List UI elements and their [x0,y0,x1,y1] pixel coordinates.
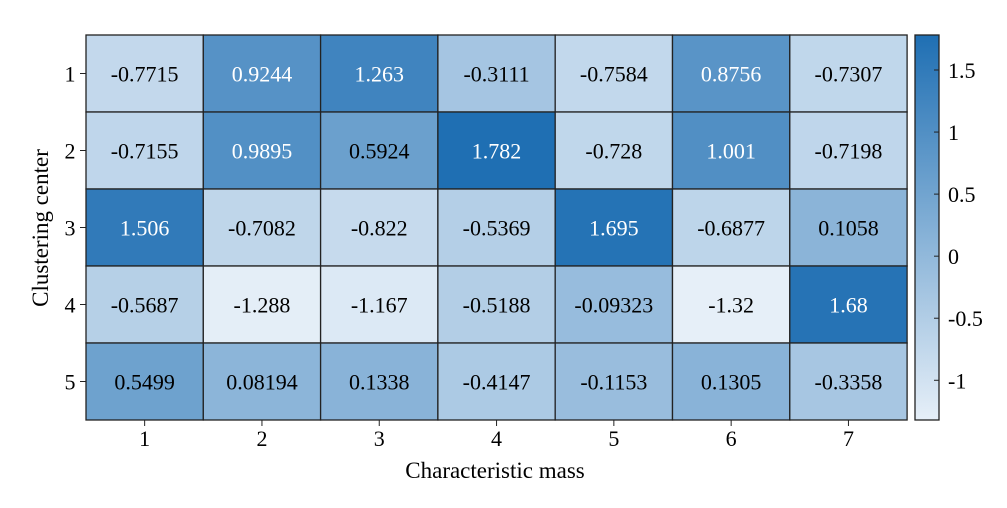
x-tick-label: 7 [843,426,854,451]
cell-value-label: -0.5188 [463,293,531,318]
x-axis-ticks: 1 2 3 4 5 6 7 [139,420,854,451]
heatmap-cell [202,188,322,267]
heatmap-cell-labels: -0.7715 0.9244 1.263 -0.3111 -0.7584 0.8756 -0… [111,62,883,395]
heatmap-cell [789,111,908,190]
cell-value-label: 0.9895 [232,139,293,164]
cell-value-label: 1.001 [706,139,756,164]
cell-value-label: -0.4147 [463,370,531,395]
cell-value-label: 0.5924 [349,139,410,164]
cell-value-label: 0.9244 [232,62,293,87]
heatmap-cell [671,34,791,113]
heatmap-cells [85,34,908,421]
y-tick-label: 1 [65,62,76,87]
x-tick-label: 5 [608,426,619,451]
y-axis-label: Clustering center [28,149,53,307]
x-tick-label: 2 [256,426,267,451]
y-tick-label: 3 [65,216,76,241]
colorbar-tick-label: -0.5 [948,306,983,331]
heatmap-cell [671,188,791,267]
cell-value-label: -1.167 [351,293,408,318]
colorbar-tick-label: 0.5 [948,182,976,207]
cell-value-label: -0.3111 [463,62,529,87]
cell-value-label: 0.1338 [349,370,410,395]
cell-value-label: -0.728 [585,139,642,164]
cell-value-label: -0.3358 [815,370,883,395]
heatmap-cell [437,265,556,344]
colorbar-tick-label: 0 [948,244,959,269]
cell-value-label: 1.695 [589,216,639,241]
cell-value-label: 1.782 [472,139,522,164]
cell-value-label: -0.822 [351,216,408,241]
x-tick-label: 6 [726,426,737,451]
cell-value-label: -0.7584 [580,62,648,87]
heatmap-cell [319,342,439,421]
cell-value-label: 1.68 [829,293,868,318]
cell-value-label: 0.1058 [818,216,879,241]
heatmap-cell [789,188,908,267]
colorbar-gradient [914,34,940,421]
y-tick-label: 2 [65,139,76,164]
cell-value-label: -1.32 [708,293,754,318]
cell-value-label: 0.5499 [114,370,175,395]
heatmap-cell [319,111,439,190]
cell-value-label: -0.7307 [815,62,883,87]
colorbar-tick-label: 1 [948,120,959,145]
cell-value-label: -0.1153 [580,370,647,395]
colorbar-tick-label: 1.5 [948,58,976,83]
heatmap-cell [85,342,204,421]
cell-value-label: -0.7715 [111,62,179,87]
cell-value-label: -0.7198 [815,139,883,164]
cell-value-label: 1.506 [120,216,170,241]
heatmap-cell [319,34,439,113]
heatmap-cell [85,34,204,113]
cell-value-label: -1.288 [234,293,291,318]
cell-value-label: -0.7082 [228,216,296,241]
x-tick-label: 4 [491,426,502,451]
heatmap-cell [437,188,556,267]
y-axis-ticks: 1 2 3 4 5 [65,62,86,395]
x-tick-label: 1 [139,426,150,451]
heatmap-cell [319,188,439,267]
colorbar-tick-label: -1 [948,368,966,393]
heatmap-cell [789,342,908,421]
cell-value-label: 0.8756 [701,62,762,87]
cell-value-label: -0.09323 [574,293,653,318]
heatmap-cell [202,34,322,113]
cell-value-label: -0.6877 [697,216,765,241]
heatmap-cell [789,265,908,344]
y-tick-label: 4 [65,293,76,318]
x-tick-label: 3 [374,426,385,451]
colorbar: -1 -0.5 0 0.5 1 1.5 [914,34,983,421]
heatmap-cell [85,265,204,344]
heatmap-cell [554,111,674,190]
heatmap-cell [202,265,322,344]
cell-value-label: -0.5687 [111,293,179,318]
heatmap-cell [671,265,791,344]
cell-value-label: 1.263 [355,62,405,87]
heatmap-cell [554,188,674,267]
y-tick-label: 5 [65,370,76,395]
cell-value-label: -0.5369 [463,216,531,241]
cell-value-label: 0.08194 [226,370,298,395]
heatmap-cell [437,34,556,113]
cell-value-label: 0.1305 [701,370,762,395]
x-axis-label: Characteristic mass [405,458,585,483]
cell-value-label: -0.7155 [111,139,179,164]
